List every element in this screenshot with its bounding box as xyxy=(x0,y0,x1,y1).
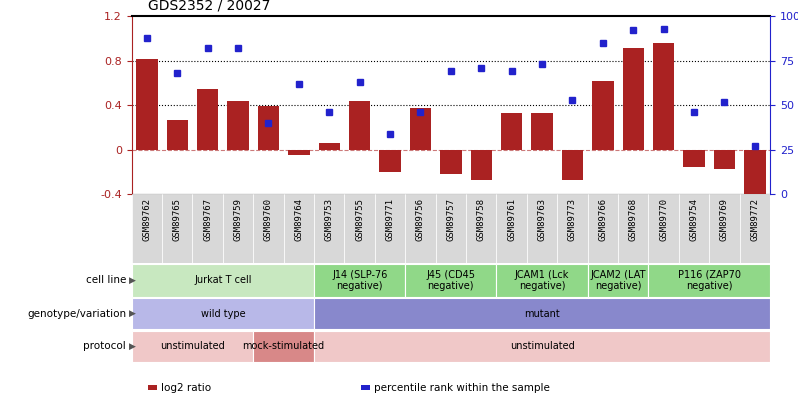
Bar xyxy=(649,264,770,297)
Bar xyxy=(562,150,583,180)
Bar xyxy=(618,194,649,263)
Bar xyxy=(132,298,314,329)
Text: GSM89765: GSM89765 xyxy=(173,198,182,241)
Bar xyxy=(192,194,223,263)
Text: GSM89758: GSM89758 xyxy=(476,198,486,241)
Bar xyxy=(314,194,345,263)
Text: J14 (SLP-76
negative): J14 (SLP-76 negative) xyxy=(332,270,387,291)
Text: GSM89766: GSM89766 xyxy=(598,198,607,241)
Bar xyxy=(649,194,679,263)
Bar xyxy=(132,331,253,362)
Bar xyxy=(288,150,310,156)
Bar xyxy=(345,194,375,263)
Bar xyxy=(349,101,370,150)
Text: GSM89760: GSM89760 xyxy=(264,198,273,241)
Text: GSM89769: GSM89769 xyxy=(720,198,729,241)
Bar xyxy=(679,194,709,263)
Text: GSM89759: GSM89759 xyxy=(234,198,243,241)
Bar xyxy=(587,194,618,263)
Bar xyxy=(587,264,649,297)
Bar xyxy=(318,143,340,150)
Text: GSM89762: GSM89762 xyxy=(142,198,152,241)
Bar xyxy=(253,331,314,362)
Text: GSM89767: GSM89767 xyxy=(203,198,212,241)
Bar xyxy=(466,194,496,263)
Text: wild type: wild type xyxy=(200,309,245,319)
Bar xyxy=(375,194,405,263)
Bar xyxy=(745,150,765,208)
Text: GSM89764: GSM89764 xyxy=(294,198,303,241)
Bar xyxy=(410,107,431,150)
Text: GSM89754: GSM89754 xyxy=(689,198,698,241)
Text: mutant: mutant xyxy=(524,309,560,319)
Text: GSM89763: GSM89763 xyxy=(538,198,547,241)
Text: unstimulated: unstimulated xyxy=(510,341,575,351)
Bar xyxy=(714,150,735,169)
Text: GSM89768: GSM89768 xyxy=(629,198,638,241)
Bar xyxy=(436,194,466,263)
Text: J45 (CD45
negative): J45 (CD45 negative) xyxy=(426,270,476,291)
Bar xyxy=(283,194,314,263)
Text: GSM89753: GSM89753 xyxy=(325,198,334,241)
Text: P116 (ZAP70
negative): P116 (ZAP70 negative) xyxy=(678,270,741,291)
Text: GSM89773: GSM89773 xyxy=(568,198,577,241)
Bar xyxy=(379,150,401,172)
Bar xyxy=(501,113,523,150)
Text: GSM89772: GSM89772 xyxy=(750,198,760,241)
Text: unstimulated: unstimulated xyxy=(160,341,225,351)
Text: genotype/variation: genotype/variation xyxy=(27,309,126,319)
Bar xyxy=(132,194,162,263)
Bar xyxy=(314,298,770,329)
Bar xyxy=(223,194,253,263)
Bar xyxy=(405,194,436,263)
Text: ▶: ▶ xyxy=(129,276,136,285)
Bar xyxy=(227,101,249,150)
Text: mock-stimulated: mock-stimulated xyxy=(243,341,325,351)
Bar xyxy=(258,107,279,150)
Text: protocol: protocol xyxy=(83,341,126,351)
Bar xyxy=(314,264,405,297)
Text: JCAM1 (Lck
negative): JCAM1 (Lck negative) xyxy=(515,270,569,291)
Text: cell line: cell line xyxy=(85,275,126,286)
Bar xyxy=(253,194,283,263)
Bar xyxy=(440,150,461,174)
Text: Jurkat T cell: Jurkat T cell xyxy=(194,275,251,286)
Bar xyxy=(314,331,770,362)
Bar xyxy=(653,43,674,150)
Text: GDS2352 / 20027: GDS2352 / 20027 xyxy=(148,0,270,12)
Text: GSM89771: GSM89771 xyxy=(385,198,394,241)
Text: GSM89761: GSM89761 xyxy=(508,198,516,241)
Bar xyxy=(592,81,614,150)
Text: GSM89757: GSM89757 xyxy=(446,198,456,241)
Bar xyxy=(132,264,314,297)
Text: log2 ratio: log2 ratio xyxy=(161,383,211,393)
Text: ▶: ▶ xyxy=(129,309,136,318)
Bar xyxy=(162,194,192,263)
Bar xyxy=(622,49,644,150)
Bar xyxy=(471,150,492,180)
Bar xyxy=(527,194,557,263)
Bar xyxy=(496,264,587,297)
Text: JCAM2 (LAT
negative): JCAM2 (LAT negative) xyxy=(591,270,646,291)
Bar xyxy=(531,113,553,150)
Text: GSM89756: GSM89756 xyxy=(416,198,425,241)
Bar xyxy=(740,194,770,263)
Bar xyxy=(136,58,157,150)
Text: percentile rank within the sample: percentile rank within the sample xyxy=(374,383,550,393)
Bar xyxy=(709,194,740,263)
Text: GSM89755: GSM89755 xyxy=(355,198,364,241)
Text: ▶: ▶ xyxy=(129,342,136,351)
Bar xyxy=(496,194,527,263)
Bar xyxy=(197,89,219,150)
Text: GSM89770: GSM89770 xyxy=(659,198,668,241)
Bar xyxy=(557,194,587,263)
Bar xyxy=(405,264,496,297)
Bar xyxy=(683,150,705,166)
Bar xyxy=(167,120,188,150)
